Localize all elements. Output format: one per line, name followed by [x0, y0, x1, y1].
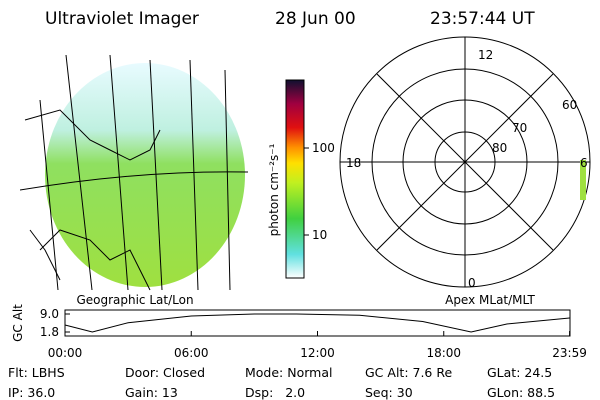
- x-tick-label: 12:00: [300, 346, 335, 360]
- status-field: GLon: 88.5: [487, 385, 555, 400]
- mlt-label: 6: [580, 156, 588, 170]
- y-tick-label: 9.0: [40, 307, 59, 321]
- x-tick-label: 18:00: [426, 346, 461, 360]
- alt-ylabel: GC Alt: [11, 304, 25, 342]
- status-field: Dsp: 2.0: [245, 385, 305, 400]
- mlt-label: 0: [468, 276, 476, 290]
- date: 28 Jun 00: [275, 9, 356, 29]
- y-tick-label: 1.8: [40, 325, 59, 339]
- instrument: Ultraviolet Imager: [45, 9, 199, 29]
- cbar-tick-label: 100: [312, 141, 335, 155]
- x-tick-label: 00:00: [48, 346, 83, 360]
- alt-plot: 9.0 1.8 00:00 06:00 12:00 18:00 23:59: [40, 307, 587, 360]
- status: Flt: LBHS Door: Closed Mode: Normal GC Alt:…: [8, 365, 555, 400]
- status-field: Gain: 13: [125, 385, 178, 400]
- lat-label: 60: [562, 98, 577, 112]
- cbar-tick-label: 10: [312, 228, 327, 242]
- x-tick-label: 23:59: [552, 346, 587, 360]
- polar-image: [580, 160, 586, 200]
- x-tick-label: 06:00: [174, 346, 209, 360]
- lat-label: 80: [492, 141, 507, 155]
- status-field: GLat: 24.5: [487, 365, 552, 380]
- mlt-label: 12: [478, 48, 493, 62]
- mlt-label: 18: [346, 156, 361, 170]
- status-field: IP: 36.0: [8, 385, 55, 400]
- image: [20, 55, 249, 291]
- time: 23:57:44 UT: [430, 9, 535, 29]
- geo-grid: [20, 55, 249, 291]
- image-label: Geographic Lat/Lon: [76, 293, 193, 307]
- colorbar: [285, 79, 305, 279]
- status-field: Flt: LBHS: [8, 365, 65, 380]
- status-field: Seq: 30: [365, 385, 413, 400]
- lat-label: 70: [512, 121, 527, 135]
- polar-label: Apex MLat/MLT: [445, 293, 535, 307]
- polar-grid: [339, 36, 591, 288]
- status-field: Door: Closed: [125, 365, 205, 380]
- status-field: Mode: Normal: [245, 365, 332, 380]
- cbar-label: photon cm⁻²s⁻¹: [267, 143, 281, 236]
- alt-curve: [64, 313, 570, 333]
- status-field: GC Alt: 7.6 Re: [365, 365, 452, 380]
